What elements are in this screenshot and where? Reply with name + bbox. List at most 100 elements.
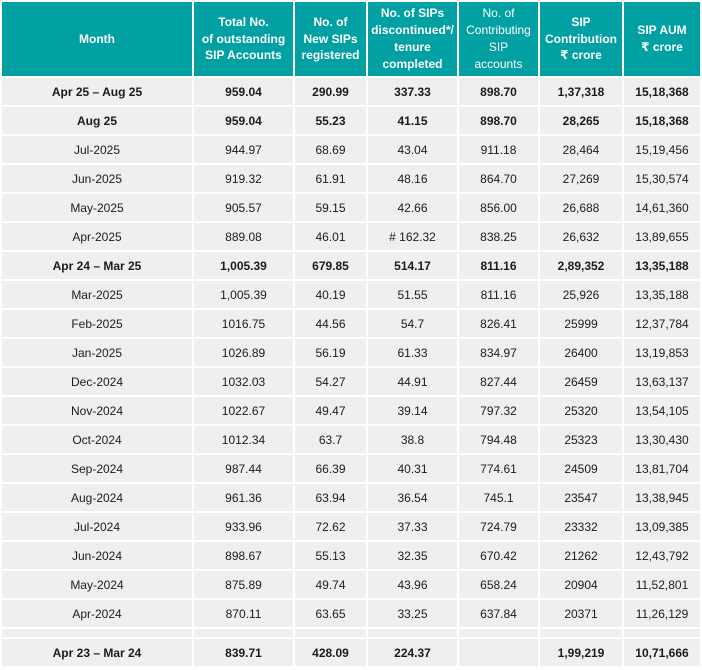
cell-month: Jun-2024 — [2, 542, 192, 569]
cell-sip-contribution: 20371 — [540, 600, 622, 627]
cell-new-sips-registered: 679.85 — [295, 252, 366, 279]
cell-outstanding-sip-accounts: 870.11 — [194, 600, 293, 627]
cell-sip-aum: 13,81,704 — [624, 455, 700, 482]
table-body: Apr 25 – Aug 25 959.04 290.99 337.33 898.70 1… — [2, 78, 700, 666]
column-header-outstanding-sip-accounts: Total No. of outstanding SIP Accounts — [194, 2, 293, 76]
cell-new-sips-registered: 56.19 — [295, 339, 366, 366]
cell-contributing-sip-accounts: 898.70 — [459, 107, 538, 134]
cell-month: Mar-2025 — [2, 281, 192, 308]
table-row: Apr 23 – Mar 24 839.71 428.09 224.37 1,99,21… — [2, 639, 700, 666]
cell-new-sips-registered: 54.27 — [295, 368, 366, 395]
cell-contributing-sip-accounts: 670.42 — [459, 542, 538, 569]
cell-new-sips-registered: 66.39 — [295, 455, 366, 482]
table-row: Apr-2024 870.11 63.65 33.25 637.84 20371 11,26… — [2, 600, 700, 627]
cell-sip-aum: 12,37,784 — [624, 310, 700, 337]
cell-outstanding-sip-accounts: 944.97 — [194, 136, 293, 163]
cell-sip-aum: 13,35,188 — [624, 281, 700, 308]
cell-contributing-sip-accounts: 827.44 — [459, 368, 538, 395]
cell-contributing-sip-accounts: 724.79 — [459, 513, 538, 540]
cell-new-sips-registered: 68.69 — [295, 136, 366, 163]
spacer-cell — [624, 629, 700, 637]
cell-sip-contribution: 26459 — [540, 368, 622, 395]
cell-sip-aum: 13,54,105 — [624, 397, 700, 424]
cell-outstanding-sip-accounts: 959.04 — [194, 78, 293, 105]
cell-sips-discontinued: 48.16 — [368, 165, 457, 192]
header-row: Month Total No. of outstanding SIP Accou… — [2, 2, 700, 76]
cell-sip-contribution: 2,89,352 — [540, 252, 622, 279]
cell-month: Dec-2024 — [2, 368, 192, 395]
column-header-sip-aum: SIP AUM ₹ crore — [624, 2, 700, 76]
cell-sips-discontinued: 41.15 — [368, 107, 457, 134]
cell-new-sips-registered: 61.91 — [295, 165, 366, 192]
cell-new-sips-registered: 55.13 — [295, 542, 366, 569]
cell-sips-discontinued: 42.66 — [368, 194, 457, 221]
cell-sip-contribution: 1,99,219 — [540, 639, 622, 666]
cell-new-sips-registered: 72.62 — [295, 513, 366, 540]
cell-sip-contribution: 25999 — [540, 310, 622, 337]
spacer-cell — [194, 629, 293, 637]
column-header-month: Month — [2, 2, 192, 76]
cell-sip-contribution: 1,37,318 — [540, 78, 622, 105]
cell-sip-aum: 13,35,188 — [624, 252, 700, 279]
table-row: Jul-2024 933.96 72.62 37.33 724.79 23332 13,09… — [2, 513, 700, 540]
cell-outstanding-sip-accounts: 1012.34 — [194, 426, 293, 453]
cell-sip-contribution: 26,632 — [540, 223, 622, 250]
cell-sips-discontinued: # 162.32 — [368, 223, 457, 250]
table-row: Oct-2024 1012.34 63.7 38.8 794.48 25323 13,30,… — [2, 426, 700, 453]
cell-sips-discontinued: 224.37 — [368, 639, 457, 666]
cell-new-sips-registered: 63.7 — [295, 426, 366, 453]
cell-new-sips-registered: 55.23 — [295, 107, 366, 134]
cell-outstanding-sip-accounts: 933.96 — [194, 513, 293, 540]
cell-sip-contribution: 24509 — [540, 455, 622, 482]
cell-sip-aum: 13,89,655 — [624, 223, 700, 250]
column-header-sips-discontinued: No. of SIPs discontinued*/ tenure comple… — [368, 2, 457, 76]
cell-new-sips-registered: 40.19 — [295, 281, 366, 308]
cell-sip-contribution: 20904 — [540, 571, 622, 598]
table-row: Jun-2025 919.32 61.91 48.16 864.70 27,269 15,3… — [2, 165, 700, 192]
spacer-cell — [540, 629, 622, 637]
table-row: Apr 25 – Aug 25 959.04 290.99 337.33 898.70 1… — [2, 78, 700, 105]
cell-sip-aum: 11,26,129 — [624, 600, 700, 627]
cell-contributing-sip-accounts: 774.61 — [459, 455, 538, 482]
cell-sips-discontinued: 36.54 — [368, 484, 457, 511]
cell-month: Apr 25 – Aug 25 — [2, 78, 192, 105]
cell-sips-discontinued: 44.91 — [368, 368, 457, 395]
cell-new-sips-registered: 59.15 — [295, 194, 366, 221]
cell-month: Feb-2025 — [2, 310, 192, 337]
cell-sips-discontinued: 337.33 — [368, 78, 457, 105]
cell-outstanding-sip-accounts: 905.57 — [194, 194, 293, 221]
table-row: Apr 24 – Mar 25 1,005.39 679.85 514.17 811.1… — [2, 252, 700, 279]
spacer-cell — [295, 629, 366, 637]
cell-sips-discontinued: 38.8 — [368, 426, 457, 453]
cell-outstanding-sip-accounts: 1,005.39 — [194, 281, 293, 308]
cell-outstanding-sip-accounts: 959.04 — [194, 107, 293, 134]
spacer-row — [2, 629, 700, 637]
cell-new-sips-registered: 49.74 — [295, 571, 366, 598]
table-row: Jan-2025 1026.89 56.19 61.33 834.97 26400 13,1… — [2, 339, 700, 366]
cell-sip-aum: 10,71,666 — [624, 639, 700, 666]
spacer-cell — [459, 629, 538, 637]
cell-new-sips-registered: 290.99 — [295, 78, 366, 105]
cell-sip-contribution: 28,265 — [540, 107, 622, 134]
cell-month: Apr-2025 — [2, 223, 192, 250]
cell-outstanding-sip-accounts: 1022.67 — [194, 397, 293, 424]
cell-contributing-sip-accounts: 811.16 — [459, 281, 538, 308]
cell-contributing-sip-accounts: 834.97 — [459, 339, 538, 366]
cell-outstanding-sip-accounts: 1026.89 — [194, 339, 293, 366]
cell-contributing-sip-accounts: 826.41 — [459, 310, 538, 337]
spacer-cell — [368, 629, 457, 637]
cell-contributing-sip-accounts: 856.00 — [459, 194, 538, 221]
cell-sips-discontinued: 61.33 — [368, 339, 457, 366]
cell-sip-contribution: 26,688 — [540, 194, 622, 221]
table-row: May-2025 905.57 59.15 42.66 856.00 26,688 14,6… — [2, 194, 700, 221]
cell-outstanding-sip-accounts: 898.67 — [194, 542, 293, 569]
cell-sip-aum: 12,43,792 — [624, 542, 700, 569]
cell-new-sips-registered: 428.09 — [295, 639, 366, 666]
table-row: May-2024 875.89 49.74 43.96 658.24 20904 11,52… — [2, 571, 700, 598]
cell-contributing-sip-accounts: 911.18 — [459, 136, 538, 163]
cell-sip-aum: 13,19,853 — [624, 339, 700, 366]
cell-sip-contribution: 23547 — [540, 484, 622, 511]
cell-outstanding-sip-accounts: 961.36 — [194, 484, 293, 511]
cell-sip-contribution: 23332 — [540, 513, 622, 540]
